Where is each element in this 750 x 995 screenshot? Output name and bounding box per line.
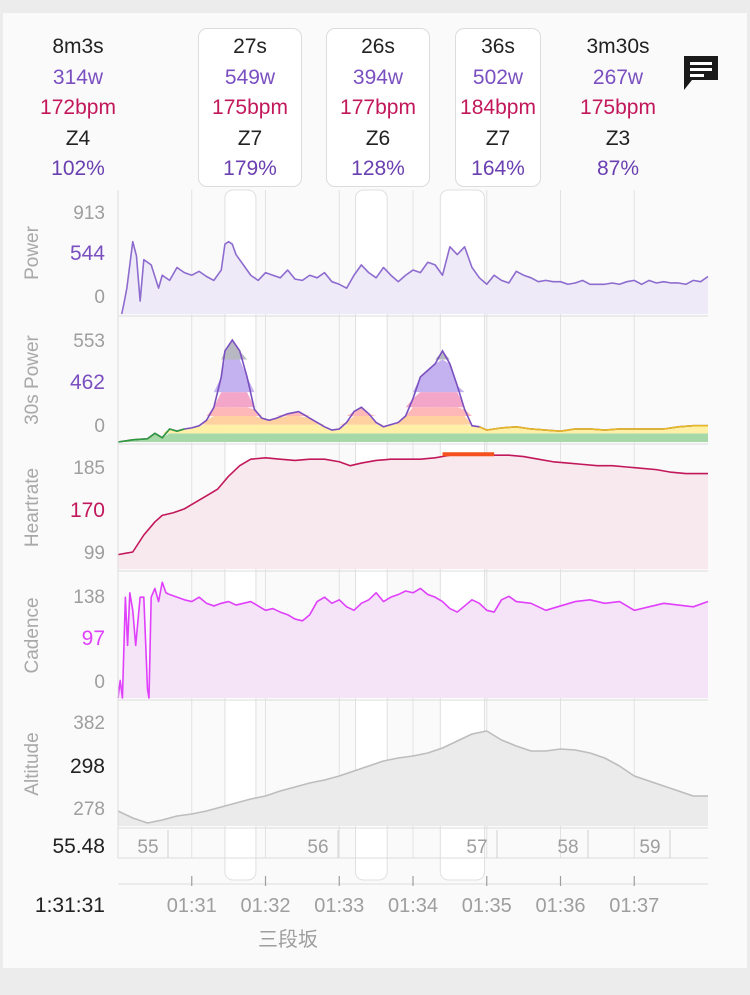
y-tick-label-cadence: 138 [73, 587, 105, 608]
y-tick-label-heartrate: 99 [84, 543, 105, 564]
segment-time: 36s [481, 35, 515, 58]
y-tick-label-power: 544 [70, 242, 105, 265]
segment-pct: 102% [51, 157, 105, 180]
y-tick-label-power30s: 553 [73, 331, 105, 352]
segment-power: 267w [592, 65, 644, 89]
comment-icon[interactable] [680, 52, 722, 94]
x-tick-label: 01:34 [388, 895, 438, 917]
segment-time: 27s [233, 35, 267, 58]
series-area-heartrate [118, 455, 708, 569]
y-axis-label-cadence: Cadence [22, 597, 43, 673]
segment-pct: 179% [223, 157, 277, 180]
segment-zone: Z7 [485, 126, 511, 150]
series-area-cadence [118, 582, 708, 698]
y-tick-label-heartrate: 185 [73, 458, 105, 479]
x-tick-label: 01:31 [167, 895, 217, 917]
segment-hr: 172bpm [40, 96, 116, 119]
x-tick-label: 01:36 [535, 895, 585, 917]
zone-band [118, 415, 708, 425]
series-area-power [121, 241, 708, 314]
segment-hr: 175bpm [212, 96, 288, 119]
series-line-power [120, 240, 709, 315]
segment-5: 3m30s 267w 175bpm Z3 87% [558, 32, 678, 185]
segment-time: 26s [361, 35, 395, 58]
cursor-distance: 55.48 [52, 835, 105, 858]
cursor-time: 1:31:31 [35, 894, 105, 917]
series-line-cadence [117, 581, 709, 699]
distance-tick-label: 55 [137, 837, 158, 858]
x-tick-label: 01:37 [609, 895, 659, 917]
series-line-tail [479, 424, 708, 432]
segment-zone: Z6 [365, 126, 391, 150]
y-tick-label-power: 0 [94, 287, 105, 308]
segment-zone: Z7 [237, 126, 263, 150]
series-line-heartrate [117, 454, 708, 556]
distance-tick-label: 56 [307, 837, 328, 858]
segment-zone: Z4 [65, 126, 91, 150]
segment-hr: 184bpm [460, 96, 536, 119]
segment-box-4[interactable] [455, 28, 541, 187]
zone-band [118, 359, 708, 393]
segment-2[interactable]: 27s 549w 175bpm Z7 179% [190, 32, 310, 185]
y-tick-label-cadence: 0 [94, 672, 105, 693]
segment-power: 394w [352, 65, 404, 89]
y-axis-label-altitude: Altitude [22, 732, 43, 795]
y-axis-label-power30s: 30s Power [22, 334, 43, 424]
segment-hr: 175bpm [580, 96, 656, 119]
x-tick-label: 01:35 [462, 895, 512, 917]
y-tick-label-altitude: 382 [73, 713, 105, 734]
segment-4[interactable]: 36s 502w 184bpm Z7 164% [438, 32, 558, 185]
segment-power: 549w [224, 65, 276, 89]
zone-band [118, 407, 708, 416]
series-line-low [117, 428, 185, 443]
x-tick-label: 01:32 [240, 895, 290, 917]
segment-time: 8m3s [52, 35, 104, 58]
y-tick-label-heartrate: 170 [70, 499, 105, 522]
zone-band [118, 433, 708, 442]
segment-hr: 177bpm [340, 96, 416, 119]
segment-pct: 128% [351, 157, 405, 180]
zone-band [118, 340, 708, 360]
segment-time: 3m30s [586, 35, 650, 58]
distance-tick-label: 58 [557, 837, 578, 858]
y-tick-label-power30s: 462 [70, 371, 105, 394]
y-tick-label-cadence: 97 [82, 627, 105, 650]
y-tick-label-power30s: 0 [94, 416, 105, 437]
x-tick-label: 01:33 [314, 895, 364, 917]
segment-pct: 164% [471, 157, 525, 180]
segment-zone: Z3 [605, 126, 631, 150]
y-axis-label-power: Power [22, 225, 43, 280]
segment-box-3[interactable] [326, 28, 430, 187]
series-line-altitude [117, 730, 708, 824]
segment-pct: 87% [596, 157, 640, 180]
y-tick-label-power: 913 [73, 203, 105, 224]
distance-tick-label: 59 [639, 837, 660, 858]
segment-power: 502w [472, 65, 524, 89]
y-tick-label-altitude: 278 [73, 799, 105, 820]
place-label: 三段坂 [258, 928, 318, 951]
y-tick-label-altitude: 298 [70, 755, 105, 778]
distance-tick-label: 57 [466, 837, 487, 858]
segment-power: 314w [52, 65, 104, 89]
segment-1: 8m3s 314w 172bpm Z4 102% [18, 32, 138, 185]
y-axis-label-heartrate: Heartrate [22, 468, 43, 547]
segment-3[interactable]: 26s 394w 177bpm Z6 128% [318, 32, 438, 185]
segment-box-2[interactable] [198, 28, 302, 187]
series-area-altitude [118, 731, 708, 826]
